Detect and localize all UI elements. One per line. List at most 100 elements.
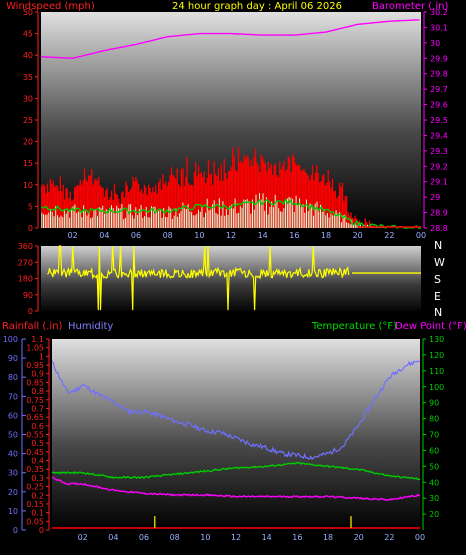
- rain-tick-label: 0.4: [31, 457, 44, 466]
- direction-tick-label: 270: [18, 258, 33, 267]
- temperature-tick-label: 120: [429, 351, 444, 360]
- rain-tick-label: 0.5: [31, 439, 44, 448]
- y-tick-label-right: 29.3: [430, 147, 448, 156]
- x-tick-label: 08: [163, 231, 173, 240]
- y-tick-label-right: 29.5: [430, 116, 448, 125]
- rain-tick-label: 0.95: [26, 361, 44, 370]
- compass-s: S: [434, 273, 441, 286]
- humidity-tick-label: 100: [3, 335, 18, 344]
- temperature-tick-label: 20: [429, 510, 439, 519]
- compass-w: W: [434, 256, 445, 269]
- temperature-label: Temperature (°F): [312, 321, 398, 332]
- y-tick-label-left: 15: [23, 159, 33, 168]
- y-tick-label-right: 28.8: [430, 224, 448, 233]
- rain-tick-label: 0.7: [31, 404, 44, 413]
- x-tick-label: 22: [384, 533, 394, 542]
- rain-tick-label: 1: [39, 352, 44, 361]
- rain-tick-label: 0.3: [31, 474, 44, 483]
- y-tick-label-left: 20: [23, 138, 33, 147]
- x-tick-label: 12: [231, 533, 241, 542]
- x-tick-label: 06: [131, 231, 141, 240]
- x-tick-label: 14: [262, 533, 272, 542]
- x-tick-label: 00: [415, 533, 425, 542]
- humidity-tick-label: 20: [8, 488, 18, 497]
- temperature-tick-label: 60: [429, 446, 439, 455]
- x-tick-label: 08: [170, 533, 180, 542]
- x-tick-label: 20: [353, 231, 363, 240]
- x-tick-label: 16: [292, 533, 302, 542]
- y-tick-label-right: 30.2: [430, 8, 448, 17]
- graph-title: 24 hour graph day : April 06 2026: [172, 1, 342, 12]
- humidity-tick-label: 30: [8, 469, 18, 478]
- temperature-tick-label: 30: [429, 494, 439, 503]
- direction-background: [41, 246, 421, 311]
- rain-tick-label: 0.15: [26, 500, 44, 509]
- rain-tick-label: 1.05: [26, 344, 44, 353]
- humidity-tick-label: 0: [13, 526, 18, 535]
- direction-tick-label: 180: [18, 275, 33, 284]
- direction-series: [47, 245, 350, 311]
- rain-tick-label: 0.1: [31, 509, 44, 518]
- y-tick-label-left: 25: [23, 116, 33, 125]
- y-tick-label-right: 30: [430, 39, 440, 48]
- rain-tick-label: 0.05: [26, 517, 44, 526]
- y-tick-label-left: 45: [23, 30, 33, 39]
- rain-tick-label: 1.1: [31, 335, 44, 344]
- x-tick-label: 22: [384, 231, 394, 240]
- x-tick-label: 18: [321, 231, 331, 240]
- x-tick-label: 10: [194, 231, 204, 240]
- y-tick-label-left: 0: [28, 224, 33, 233]
- rain-tick-label: 0: [39, 526, 44, 535]
- temperature-series: [51, 461, 421, 481]
- temp-humidity-panel: 010203040506070809010000.050.10.150.20.2…: [3, 335, 445, 542]
- compass-e: E: [434, 290, 441, 303]
- y-tick-label-left: 50: [23, 8, 33, 17]
- humidity-tick-label: 40: [8, 450, 18, 459]
- rain-tick-label: 0.65: [26, 413, 44, 422]
- x-tick-label: 18: [323, 533, 333, 542]
- x-tick-label: 16: [289, 231, 299, 240]
- rain-tick-label: 0.6: [31, 422, 44, 431]
- temperature-tick-label: 80: [429, 415, 439, 424]
- barometer-label: Barometer (.in): [372, 1, 449, 12]
- x-tick-label: 04: [99, 231, 109, 240]
- direction-tick-label: 360: [18, 242, 33, 251]
- x-tick-label: 00: [416, 231, 426, 240]
- x-tick-label: 06: [139, 533, 149, 542]
- x-tick-label: 20: [354, 533, 364, 542]
- rainfall-label: Rainfall (.in): [2, 321, 63, 332]
- temperature-tick-label: 70: [429, 431, 439, 440]
- direction-tick-label: 90: [23, 291, 33, 300]
- temperature-tick-label: 130: [429, 335, 444, 344]
- humidity-series: [51, 360, 421, 461]
- x-tick-label: 14: [258, 231, 268, 240]
- x-tick-label: 02: [78, 533, 88, 542]
- temperature-tick-label: 100: [429, 383, 444, 392]
- humidity-tick-label: 60: [8, 411, 18, 420]
- rain-tick-label: 0.35: [26, 465, 44, 474]
- temperature-tick-label: 50: [429, 462, 439, 471]
- humidity-tick-label: 70: [8, 392, 18, 401]
- y-tick-label-left: 35: [23, 73, 33, 82]
- rain-tick-label: 0.25: [26, 483, 44, 492]
- barometer-series: [40, 19, 420, 60]
- y-tick-label-right: 29.1: [430, 178, 448, 187]
- y-tick-label-right: 29.2: [430, 162, 448, 171]
- humidity-tick-label: 90: [8, 354, 18, 363]
- humidity-tick-label: 80: [8, 373, 18, 382]
- y-tick-label-right: 29.8: [430, 70, 448, 79]
- wind-barometer-panel: 0 5 10 15 20 25 30 35 40 45 50 28.8 28.9 29 29.1 29.2 29…: [23, 8, 448, 240]
- rain-tick-label: 0.8: [31, 387, 44, 396]
- direction-tick-label: 0: [28, 307, 33, 316]
- y-tick-label-right: 29.9: [430, 54, 448, 63]
- y-tick-label-right: 28.9: [430, 209, 448, 218]
- y-tick-label-right: 29.7: [430, 85, 448, 94]
- y-tick-label-left: 40: [23, 51, 33, 60]
- compass-n-bottom: N: [434, 306, 443, 319]
- windspeed-label: Windspeed (mph): [6, 1, 95, 12]
- humidity-tick-label: 10: [8, 507, 18, 516]
- y-tick-label-right: 30.1: [430, 23, 448, 32]
- y-tick-label-right: 29: [430, 193, 440, 202]
- x-tick-label: 10: [200, 533, 210, 542]
